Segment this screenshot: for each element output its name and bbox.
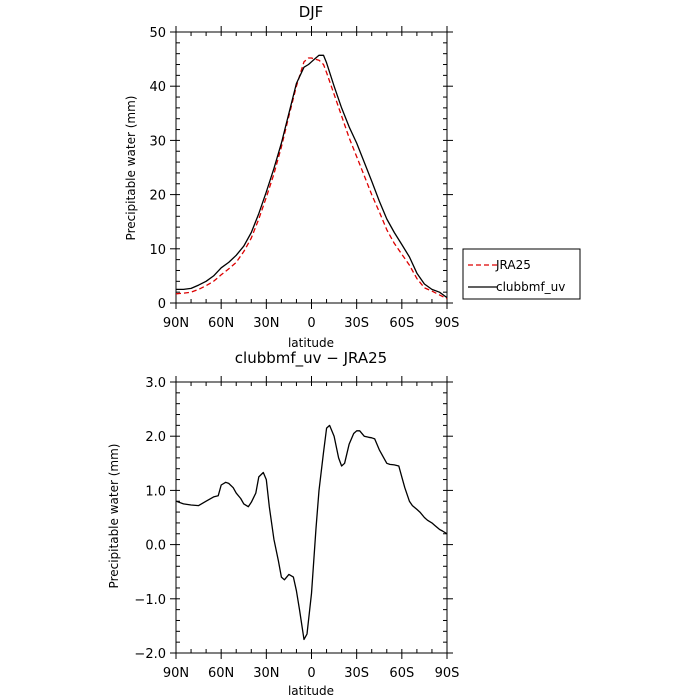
top-y-tick-label: 20	[149, 189, 166, 204]
bottom-y-tick-label: 2.0	[145, 430, 166, 445]
bottom-x-tick-label: 60S	[389, 666, 414, 681]
top-y-tick-label: 40	[149, 80, 166, 95]
top-series-line-jra25	[175, 57, 448, 300]
top-x-tick-label: 60S	[389, 316, 414, 331]
top-x-tick-label: 30S	[344, 316, 369, 331]
legend-label-clubbmf-uv: clubbmf_uv	[496, 280, 565, 294]
top-y-tick-label: 50	[149, 26, 166, 41]
bottom-y-tick-label: 3.0	[145, 376, 166, 391]
top-x-axis-label: latitude	[288, 336, 334, 350]
bottom-x-tick-label: 30N	[253, 666, 279, 681]
bottom-series-line-difference	[175, 424, 448, 641]
top-x-tick-label: 90N	[163, 316, 189, 331]
bottom-x-tick-label: 60N	[208, 666, 234, 681]
top-y-tick-label: 30	[149, 134, 166, 149]
bottom-y-tick-label: −2.0	[134, 647, 166, 662]
bottom-y-axis-label: Precipitable water (mm)	[107, 444, 121, 589]
top-x-tick-label: 90S	[435, 316, 460, 331]
bottom-chart-title: clubbmf_uv − JRA25	[235, 349, 387, 368]
top-y-tick-label: 10	[149, 243, 166, 258]
bottom-x-tick-label: 90S	[435, 666, 460, 681]
legend-label-jra25: JRA25	[495, 258, 531, 272]
bottom-x-tick-label: 90N	[163, 666, 189, 681]
bottom-y-tick-label: 1.0	[145, 484, 166, 499]
bottom-x-axis-label: latitude	[288, 684, 334, 698]
top-y-tick-label: 0	[158, 297, 166, 312]
bottom-y-tick-label: 0.0	[145, 539, 166, 554]
top-x-tick-label: 0	[307, 316, 315, 331]
top-y-axis-label: Precipitable water (mm)	[124, 96, 138, 241]
top-chart-title: DJF	[299, 3, 324, 21]
bottom-plot-frame	[175, 381, 448, 654]
bottom-x-tick-label: 30S	[344, 666, 369, 681]
top-x-tick-label: 30N	[253, 316, 279, 331]
bottom-y-tick-label: −1.0	[134, 593, 166, 608]
top-series-line-clubbmf-uv	[176, 54, 448, 299]
top-x-tick-label: 60N	[208, 316, 234, 331]
top-plot-frame	[175, 31, 448, 304]
bottom-x-tick-label: 0	[307, 666, 315, 681]
legend-box	[462, 248, 581, 300]
